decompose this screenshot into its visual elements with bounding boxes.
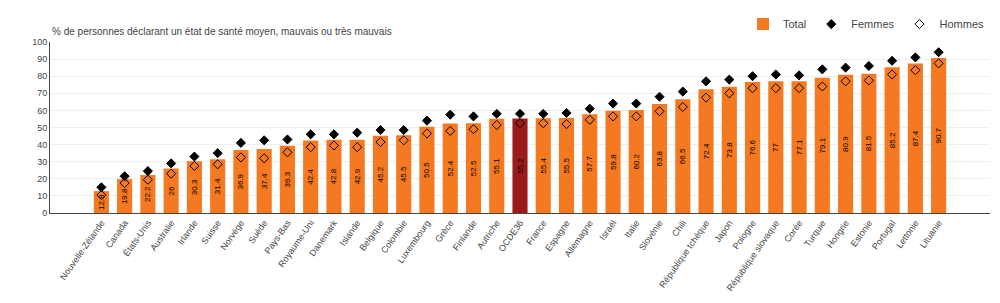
svg-text:31.4: 31.4	[213, 178, 222, 194]
svg-text:70: 70	[37, 88, 47, 98]
svg-text:République tchèque: République tchèque	[657, 218, 711, 289]
svg-text:Luxembourg: Luxembourg	[395, 218, 432, 265]
svg-text:90: 90	[37, 54, 47, 64]
svg-text:52.4: 52.4	[446, 160, 455, 176]
svg-text:72.4: 72.4	[702, 143, 711, 159]
svg-text:Danemark: Danemark	[307, 218, 339, 258]
svg-text:76.6: 76.6	[748, 139, 757, 155]
svg-text:55.4: 55.4	[539, 158, 548, 174]
svg-text:Finlande: Finlande	[451, 218, 479, 252]
svg-text:Japon: Japon	[712, 218, 734, 244]
svg-text:45.2: 45.2	[376, 166, 385, 182]
svg-text:Colombie: Colombie	[379, 218, 409, 255]
svg-text:30: 30	[37, 157, 47, 167]
svg-text:Grèce: Grèce	[433, 218, 455, 244]
svg-text:59.8: 59.8	[609, 154, 618, 170]
svg-text:Pologne: Pologne	[731, 218, 758, 251]
svg-text:Belgique: Belgique	[357, 218, 385, 252]
svg-text:10: 10	[37, 191, 47, 201]
svg-text:30.3: 30.3	[190, 179, 199, 195]
svg-text:Israël: Israël	[598, 218, 619, 242]
svg-text:66.5: 66.5	[678, 148, 687, 164]
svg-text:Turquie: Turquie	[802, 218, 828, 248]
svg-text:République slovaque: République slovaque	[725, 218, 781, 293]
svg-text:12.8: 12.8	[97, 194, 106, 210]
svg-text:Autriche: Autriche	[475, 218, 502, 251]
svg-text:60.2: 60.2	[632, 153, 641, 169]
svg-text:% de personnes déclarant un ét: % de personnes déclarant un état de sant…	[52, 26, 392, 37]
svg-text:55.5: 55.5	[562, 157, 571, 173]
svg-text:Nouvelle-Zélande: Nouvelle-Zélande	[58, 218, 107, 282]
svg-text:Slovénie: Slovénie	[637, 218, 665, 252]
svg-text:81.5: 81.5	[864, 135, 873, 151]
svg-text:Canada: Canada	[104, 218, 130, 250]
svg-text:Lettonie: Lettonie	[894, 218, 921, 250]
svg-text:63.8: 63.8	[655, 150, 664, 166]
svg-text:Italie: Italie	[623, 218, 642, 239]
svg-text:États-Unis: États-Unis	[121, 218, 153, 258]
svg-text:Hommes: Hommes	[940, 18, 985, 30]
svg-text:50.5: 50.5	[422, 162, 431, 178]
svg-text:42.8: 42.8	[329, 168, 338, 184]
svg-text:77.1: 77.1	[795, 139, 804, 155]
svg-text:77: 77	[771, 142, 780, 151]
svg-text:Estonie: Estonie	[849, 218, 874, 248]
svg-text:OCDE36: OCDE36	[496, 218, 525, 253]
svg-text:Hongrie: Hongrie	[825, 218, 851, 250]
svg-text:26: 26	[167, 186, 176, 195]
svg-text:55.1: 55.1	[492, 158, 501, 174]
svg-text:Total: Total	[783, 18, 806, 30]
svg-text:Portugal: Portugal	[870, 218, 897, 251]
svg-text:Norvège: Norvège	[219, 218, 247, 252]
svg-text:57.7: 57.7	[585, 156, 594, 172]
svg-text:90.7: 90.7	[934, 127, 943, 143]
svg-text:80: 80	[37, 71, 47, 81]
svg-text:Islande: Islande	[338, 218, 363, 248]
svg-text:45.5: 45.5	[399, 166, 408, 182]
svg-text:22.2: 22.2	[143, 186, 152, 202]
svg-text:79.1: 79.1	[818, 137, 827, 153]
svg-text:55.2: 55.2	[516, 158, 525, 174]
svg-text:36.9: 36.9	[236, 173, 245, 189]
svg-text:Allemagne: Allemagne	[563, 218, 596, 259]
svg-text:Suisse: Suisse	[199, 218, 223, 246]
svg-text:73.8: 73.8	[725, 142, 734, 158]
svg-text:39.3: 39.3	[283, 171, 292, 187]
svg-text:80.9: 80.9	[841, 136, 850, 152]
svg-text:42.9: 42.9	[353, 168, 362, 184]
svg-text:42.4: 42.4	[306, 169, 315, 185]
svg-text:20: 20	[37, 174, 47, 184]
svg-text:100: 100	[32, 37, 47, 47]
svg-text:Lituanie: Lituanie	[918, 218, 944, 250]
svg-text:37.4: 37.4	[260, 173, 269, 189]
svg-text:50: 50	[37, 123, 47, 133]
svg-text:85.2: 85.2	[888, 132, 897, 148]
svg-text:19.8: 19.8	[120, 188, 129, 204]
svg-text:Femmes: Femmes	[851, 18, 894, 30]
svg-text:Australie: Australie	[148, 218, 176, 252]
svg-text:40: 40	[37, 140, 47, 150]
svg-text:Pays-Bas: Pays-Bas	[262, 218, 293, 256]
svg-text:Royaume-Uni: Royaume-Uni	[276, 218, 316, 269]
svg-text:Irlande: Irlande	[176, 218, 200, 246]
svg-text:60: 60	[37, 106, 47, 116]
svg-text:Chili: Chili	[670, 218, 688, 238]
svg-text:Corée: Corée	[782, 218, 804, 244]
svg-text:Suède: Suède	[246, 218, 269, 245]
svg-text:Espagne: Espagne	[543, 218, 572, 253]
svg-text:52.5: 52.5	[469, 160, 478, 176]
svg-text:87.4: 87.4	[911, 130, 920, 146]
svg-text:0: 0	[42, 208, 47, 218]
svg-text:France: France	[524, 218, 548, 247]
